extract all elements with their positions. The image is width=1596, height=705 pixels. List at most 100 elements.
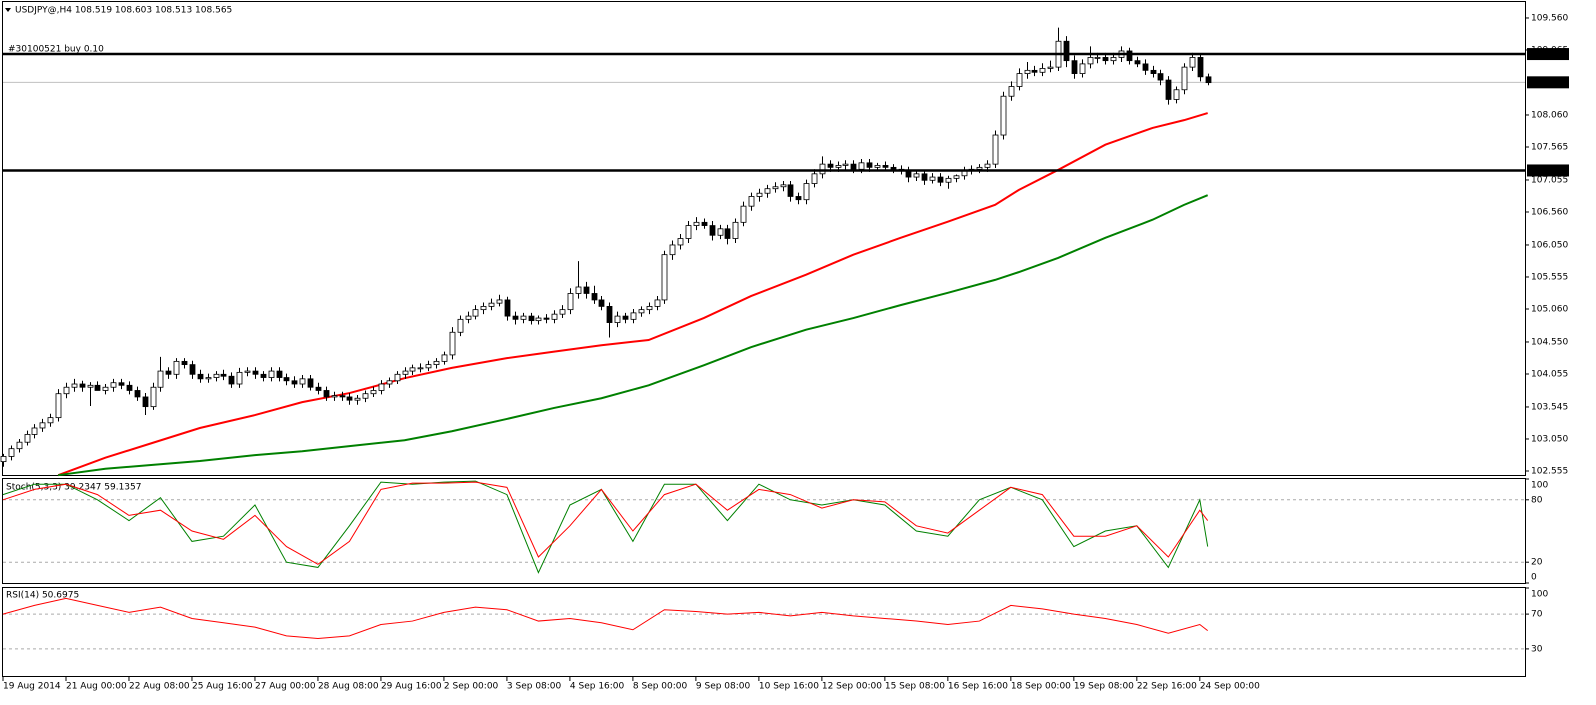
candle-body: [441, 354, 448, 362]
candle-body: [937, 176, 944, 183]
candle-body: [913, 173, 920, 178]
candle-body: [1063, 40, 1070, 62]
chart-title: USDJPY@,H4 108.519 108.603 108.513 108.5…: [15, 6, 232, 16]
candle-body: [756, 192, 763, 197]
candle-body: [630, 312, 637, 320]
y-tick-label: 107.565: [1531, 142, 1568, 152]
candle-body: [299, 378, 306, 385]
candle-body: [535, 317, 542, 322]
candle-body: [283, 377, 290, 382]
x-tick-label: 4 Sep 16:00: [570, 682, 625, 692]
candle-body: [94, 384, 101, 391]
x-tick-label: 12 Sep 00:00: [822, 682, 882, 692]
candle-body: [134, 390, 141, 398]
candle-body: [378, 383, 385, 391]
candle-body: [819, 163, 826, 175]
y-tick-label: 20: [1531, 558, 1543, 568]
rsi-title: RSI(14) 50.6975: [6, 591, 79, 601]
candle-body: [528, 315, 535, 322]
candle-body: [1189, 57, 1196, 68]
x-tick-label: 19 Aug 2014: [3, 682, 61, 692]
y-tick-label: 106.050: [1531, 240, 1568, 250]
candle-body: [677, 238, 684, 246]
x-tick-label: 22 Aug 08:00: [129, 682, 190, 692]
price-tag: [1527, 164, 1569, 177]
y-tick-label: 107.055: [1531, 175, 1568, 185]
candle-body: [622, 315, 629, 320]
price-tag: [1527, 48, 1569, 61]
candle-body: [811, 173, 818, 184]
candle-body: [638, 309, 645, 314]
x-tick-label: 18 Sep 00:00: [1011, 682, 1071, 692]
y-tick-label: 100: [1531, 590, 1548, 600]
price-tag-label: 107.202: [1529, 166, 1566, 176]
candle-body: [1142, 63, 1149, 71]
candle-body: [331, 395, 338, 398]
candle-body: [787, 184, 794, 197]
candle-body: [1150, 69, 1157, 74]
candle-body: [47, 417, 54, 424]
candle-body: [236, 371, 243, 385]
candle-body: [472, 309, 479, 317]
indicator-line: [2, 481, 1209, 565]
candle-body: [575, 286, 582, 294]
candle-body: [480, 306, 487, 311]
y-tick-label: 80: [1531, 495, 1543, 505]
candle-body: [1008, 86, 1015, 97]
x-tick-label: 21 Aug 00:00: [66, 682, 127, 692]
candle-body: [315, 386, 322, 391]
x-tick-label: 3 Sep 08:00: [507, 682, 562, 692]
candle-body: [701, 221, 708, 226]
candle-body: [291, 380, 298, 385]
candle-body: [504, 299, 511, 317]
x-tick-label: 28 Aug 08:00: [318, 682, 379, 692]
y-tick-label: 103.050: [1531, 434, 1568, 444]
main-panel: [2, 1, 1526, 476]
candle-body: [1031, 69, 1038, 73]
candle-body: [1087, 57, 1094, 65]
candle-body: [402, 370, 409, 375]
y-tick-label: 105.555: [1531, 272, 1568, 282]
candle-body: [945, 177, 952, 183]
candle-body: [488, 302, 495, 307]
y-tick-label: 108.060: [1531, 110, 1568, 120]
candle-body: [370, 390, 377, 395]
x-tick-label: 8 Sep 00:00: [633, 682, 688, 692]
x-tick-label: 24 Sep 00:00: [1200, 682, 1260, 692]
candle-body: [307, 378, 314, 388]
menu-arrow[interactable]: [5, 8, 11, 12]
candle-body: [842, 163, 849, 166]
candle-body: [591, 293, 598, 301]
candle-body: [205, 377, 212, 380]
y-tick-label: 102.555: [1531, 466, 1568, 476]
candle-body: [551, 313, 558, 320]
candle-body: [346, 396, 353, 401]
candle-body: [614, 315, 621, 323]
candle-body: [1134, 60, 1141, 65]
candle-body: [748, 196, 755, 207]
indicator-line: [2, 597, 1208, 639]
candle-body: [543, 317, 550, 320]
candle-body: [598, 299, 605, 307]
candle-body: [882, 165, 889, 168]
y-tick-label: 100: [1531, 481, 1548, 491]
candle-body: [1181, 66, 1188, 91]
candle-body: [142, 396, 149, 408]
candle-body: [433, 360, 440, 366]
stoch-panel: [2, 478, 1526, 584]
candle-body: [157, 370, 164, 388]
x-tick-label: 2 Sep 00:00: [444, 682, 499, 692]
candle-body: [252, 370, 259, 375]
candle-body: [929, 176, 936, 181]
y-tick-label: 0: [1531, 573, 1537, 583]
candle-body: [0, 456, 7, 463]
x-tick-label: 9 Sep 08:00: [696, 682, 751, 692]
candle-body: [1079, 63, 1086, 74]
candle-body: [669, 244, 676, 256]
candle-body: [417, 367, 424, 370]
candle-body: [921, 173, 928, 181]
candle-body: [1094, 57, 1101, 59]
candle-body: [126, 384, 133, 391]
candle-body: [1000, 95, 1007, 136]
